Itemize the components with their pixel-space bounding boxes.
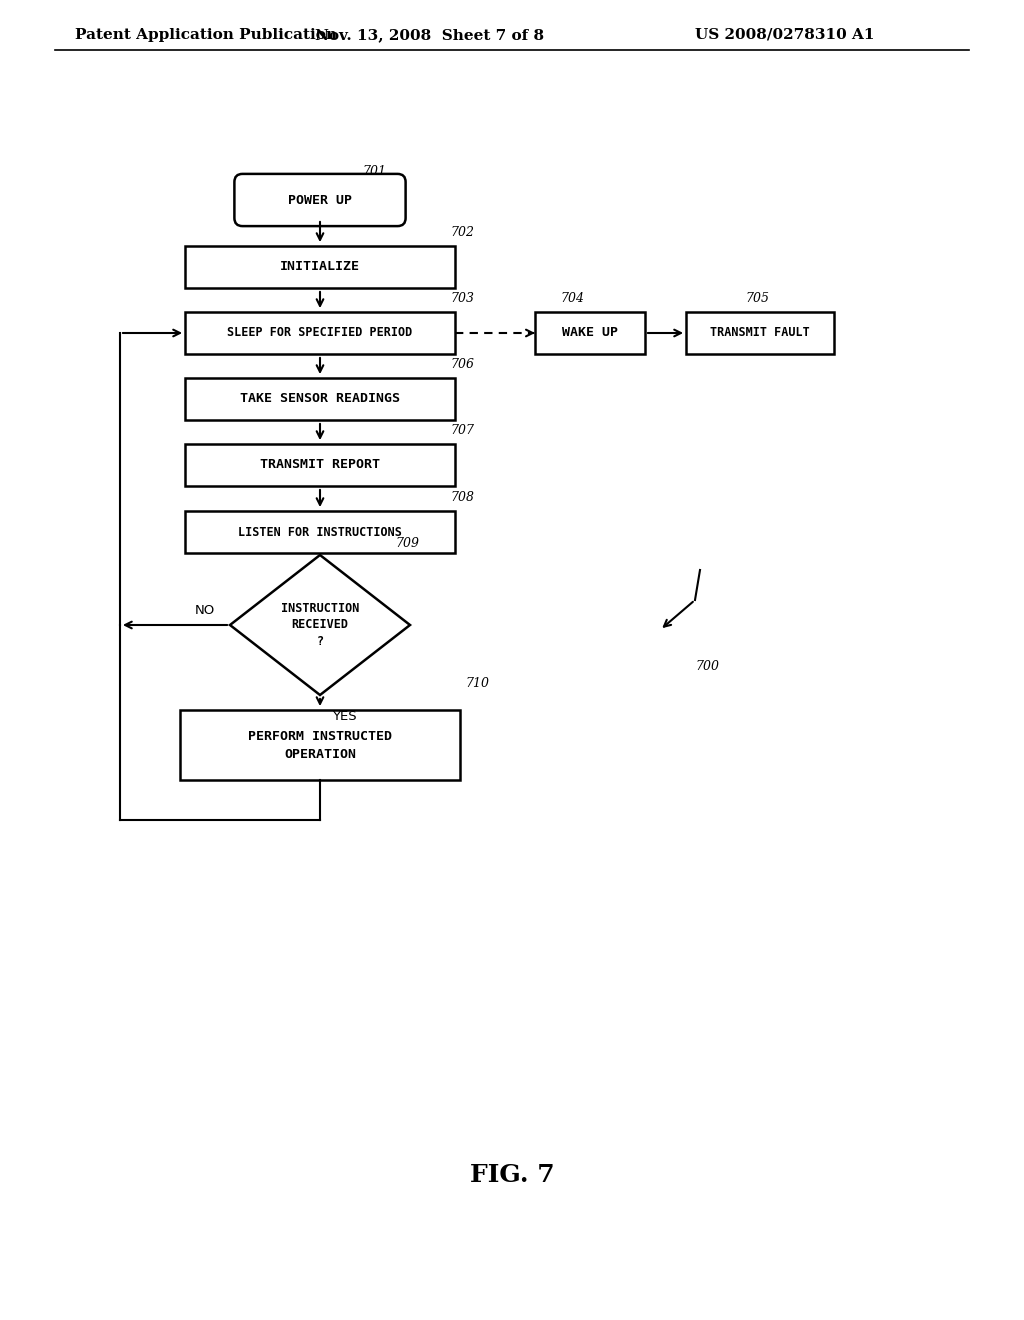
Text: TAKE SENSOR READINGS: TAKE SENSOR READINGS	[240, 392, 400, 405]
Text: INSTRUCTION
RECEIVED
?: INSTRUCTION RECEIVED ?	[281, 602, 359, 648]
Text: US 2008/0278310 A1: US 2008/0278310 A1	[695, 28, 874, 42]
Text: 710: 710	[465, 677, 489, 690]
Text: TRANSMIT FAULT: TRANSMIT FAULT	[710, 326, 810, 339]
Text: 709: 709	[395, 537, 419, 550]
Text: INITIALIZE: INITIALIZE	[280, 260, 360, 273]
Bar	[535, 312, 645, 354]
Text: Patent Application Publication: Patent Application Publication	[75, 28, 337, 42]
Text: 706: 706	[450, 358, 474, 371]
Bar	[686, 312, 834, 354]
Bar	[185, 312, 455, 354]
Bar	[180, 710, 460, 780]
Text: PERFORM INSTRUCTED
OPERATION: PERFORM INSTRUCTED OPERATION	[248, 730, 392, 760]
Text: LISTEN FOR INSTRUCTIONS: LISTEN FOR INSTRUCTIONS	[238, 525, 402, 539]
Text: YES: YES	[332, 710, 356, 723]
Text: NO: NO	[195, 605, 215, 616]
Bar	[185, 246, 455, 288]
Text: 701: 701	[362, 165, 386, 178]
Text: POWER UP: POWER UP	[288, 194, 352, 206]
Text: WAKE UP: WAKE UP	[562, 326, 618, 339]
Polygon shape	[230, 554, 410, 696]
Text: 702: 702	[450, 226, 474, 239]
Text: 708: 708	[450, 491, 474, 504]
Text: SLEEP FOR SPECIFIED PERIOD: SLEEP FOR SPECIFIED PERIOD	[227, 326, 413, 339]
Bar	[185, 511, 455, 553]
FancyBboxPatch shape	[234, 174, 406, 226]
Text: Nov. 13, 2008  Sheet 7 of 8: Nov. 13, 2008 Sheet 7 of 8	[315, 28, 545, 42]
Text: 700: 700	[695, 660, 719, 673]
Bar	[185, 444, 455, 486]
Text: 705: 705	[745, 292, 769, 305]
Bar	[185, 378, 455, 420]
Text: 707: 707	[450, 424, 474, 437]
Text: 704: 704	[560, 292, 584, 305]
Text: 703: 703	[450, 292, 474, 305]
Text: FIG. 7: FIG. 7	[470, 1163, 554, 1187]
Text: TRANSMIT REPORT: TRANSMIT REPORT	[260, 458, 380, 471]
